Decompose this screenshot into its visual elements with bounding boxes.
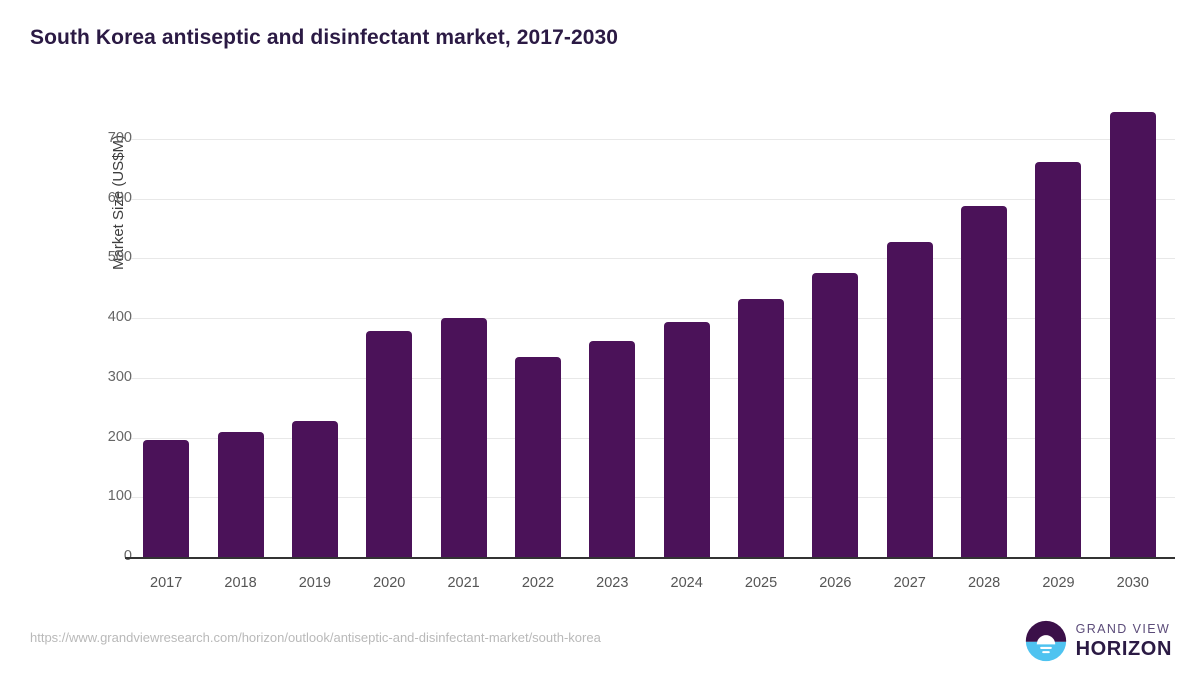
x-axis-tick-label: 2020 (373, 575, 406, 591)
bar-2020[interactable] (366, 331, 413, 557)
y-axis-tick-label: 200 (107, 428, 132, 445)
x-axis-tick-label: 2021 (447, 575, 480, 591)
bar-2023[interactable] (589, 341, 636, 557)
x-axis-tick-label: 2028 (967, 575, 1001, 591)
x-axis-tick-label: 2029 (1042, 575, 1075, 591)
x-axis-tick-label: 2026 (819, 575, 852, 591)
gridline (129, 437, 1175, 439)
y-axis-tick-label: 300 (107, 368, 132, 385)
y-axis-tick-label: 700 (107, 130, 132, 146)
gridline (129, 497, 1175, 499)
y-axis-tick-label: 100 (107, 488, 132, 505)
x-axis-tick-label: 2030 (1116, 575, 1149, 591)
bar-2028[interactable] (961, 205, 1008, 557)
y-axis-tick-label: 400 (107, 309, 132, 326)
source-url[interactable]: https://www.grandviewresearch.com/horizo… (30, 630, 601, 645)
bar-2025[interactable] (738, 299, 785, 557)
y-axis-tick-label: 0 (123, 548, 132, 564)
logo-wordmark: GRAND VIEW HORIZON (1076, 623, 1172, 660)
x-axis-tick-label: 2023 (596, 575, 629, 591)
x-axis-tick-label: 2025 (744, 575, 778, 591)
bar-2019[interactable] (291, 420, 338, 557)
bar-2018[interactable] (217, 431, 264, 557)
gridline (129, 198, 1175, 200)
horizon-mark-icon (1025, 620, 1067, 662)
bar-2022[interactable] (514, 356, 561, 557)
x-axis-tick-label: 2018 (224, 575, 257, 591)
bar-2026[interactable] (812, 273, 859, 557)
y-axis-tick-label: 600 (107, 189, 132, 206)
bar-2017[interactable] (143, 439, 190, 557)
brand-logo: GRAND VIEW HORIZON (1025, 620, 1172, 662)
x-axis-line (125, 557, 1175, 559)
y-axis-tick-label: 500 (107, 249, 132, 266)
page-title: South Korea antiseptic and disinfectant … (30, 26, 619, 49)
logo-bottom-text: HORIZON (1075, 638, 1172, 661)
bar-2024[interactable] (663, 322, 710, 557)
gridline (129, 318, 1175, 320)
bar-2030[interactable] (1109, 111, 1156, 557)
gridline (129, 258, 1175, 260)
x-axis-tick-label: 2022 (521, 575, 555, 591)
gridline (129, 377, 1175, 379)
gridline (129, 139, 1175, 140)
x-axis-tick-label: 2019 (298, 575, 331, 591)
x-axis-tick-label: 2024 (670, 575, 703, 591)
plot-area: Market Size (US$M) 0 100 200 300 400 500 600 70… (108, 100, 1175, 591)
bar-2021[interactable] (440, 317, 487, 557)
x-axis-tick-label: 2027 (893, 575, 926, 591)
logo-top-text: GRAND VIEW (1075, 621, 1171, 636)
bar-2029[interactable] (1035, 162, 1082, 557)
bar-2027[interactable] (886, 242, 933, 557)
x-axis-tick-label: 2017 (150, 575, 183, 591)
